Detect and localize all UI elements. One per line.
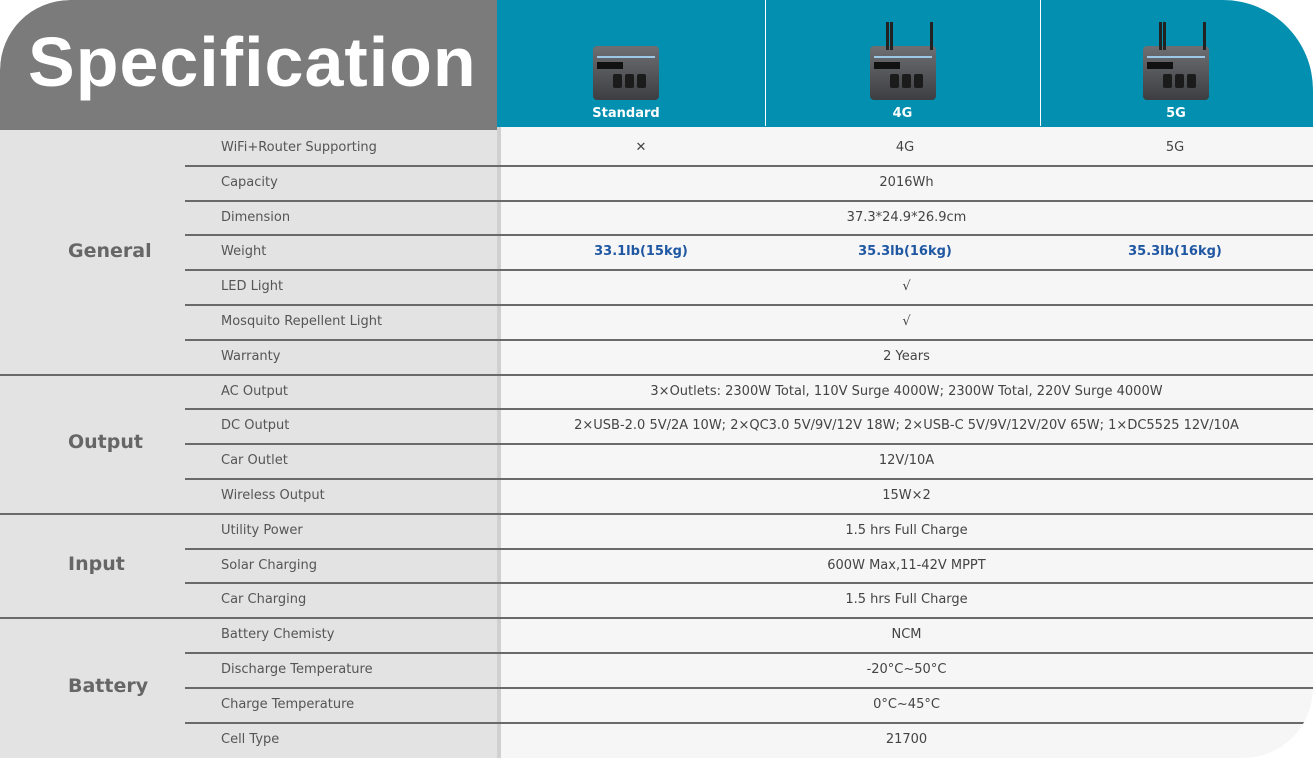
spec-row: LED Light √ bbox=[0, 270, 1313, 305]
spec-row: DC Output 2×USB-2.0 5V/2A 10W; 2×QC3.0 5V… bbox=[0, 409, 1313, 444]
section-battery: Battery bbox=[68, 674, 149, 697]
spec-value: 35.3lb(16kg) bbox=[858, 244, 952, 260]
spec-label: Solar Charging bbox=[221, 557, 318, 573]
spec-label: Discharge Temperature bbox=[221, 662, 373, 677]
model-standard: Standard bbox=[500, 0, 752, 127]
row-divider bbox=[185, 478, 1313, 480]
spec-row: Cell Type 21700 bbox=[0, 723, 1313, 758]
model-name: 4G bbox=[892, 106, 913, 121]
header-divider bbox=[1040, 0, 1041, 126]
spec-row: Warranty 2 Years bbox=[0, 340, 1313, 375]
model-name: 5G bbox=[1166, 106, 1186, 121]
power-station-image bbox=[869, 22, 936, 100]
spec-value: 600W Max,11-42V MPPT bbox=[827, 557, 986, 573]
spec-label: Warranty bbox=[221, 348, 281, 364]
row-divider bbox=[185, 443, 1313, 446]
spec-label: Dimension bbox=[221, 209, 291, 225]
spec-label: Capacity bbox=[221, 174, 278, 190]
page-title: Specification bbox=[28, 23, 477, 101]
spec-row: Car Outlet 12V/10A bbox=[0, 444, 1313, 479]
spec-label: LED Light bbox=[221, 279, 284, 295]
spec-value: 12V/10A bbox=[878, 453, 935, 469]
spec-value: 2 Years bbox=[883, 348, 930, 364]
spec-label: AC Output bbox=[221, 383, 289, 399]
spec-value: 35.3lb(16kg) bbox=[1128, 244, 1222, 260]
spec-row: Car Charging 1.5 hrs Full Charge bbox=[0, 583, 1313, 618]
spec-row: Battery Chemisty NCM bbox=[0, 618, 1313, 653]
row-divider bbox=[185, 547, 1313, 550]
spec-value: 33.1lb(15kg) bbox=[594, 244, 688, 260]
spec-value: 37.3*24.9*26.9cm bbox=[846, 209, 967, 225]
spec-value: 5G bbox=[1165, 140, 1185, 155]
model-name: Standard bbox=[592, 106, 660, 121]
spec-row: AC Output 3×Outlets: 2300W Total, 110V Su… bbox=[0, 375, 1313, 410]
spec-label: DC Output bbox=[221, 418, 290, 434]
spec-label: Car Charging bbox=[221, 592, 307, 608]
spec-value: 15W×2 bbox=[882, 488, 931, 503]
spec-row: Dimension 37.3*24.9*26.9cm bbox=[0, 201, 1313, 236]
spec-label: Wireless Output bbox=[221, 488, 325, 503]
spec-row: Weight 33.1lb(15kg) 35.3lb(16kg) 35.3lb(16k… bbox=[0, 235, 1313, 270]
model-4g: 4G bbox=[767, 0, 1038, 127]
header-divider bbox=[765, 0, 766, 126]
section-general: General bbox=[68, 239, 152, 262]
spec-row: Mosquito Repellent Light √ bbox=[0, 305, 1313, 340]
spec-value: 2×USB-2.0 5V/2A 10W; 2×QC3.0 5V/9V/12V 1… bbox=[574, 418, 1239, 434]
spec-label: Charge Temperature bbox=[221, 696, 355, 712]
power-station-image bbox=[1143, 22, 1209, 100]
section-output: Output bbox=[68, 431, 143, 454]
spec-row: Charge Temperature 0°C~45°C bbox=[0, 688, 1313, 723]
row-divider bbox=[185, 199, 1313, 202]
spec-label: Car Outlet bbox=[221, 453, 288, 469]
spec-value: 1.5 hrs Full Charge bbox=[845, 592, 968, 608]
model-5g: 5G bbox=[1042, 0, 1310, 127]
power-station-image bbox=[593, 38, 659, 100]
spec-value: ✕ bbox=[635, 140, 647, 155]
spec-label: Utility Power bbox=[221, 522, 303, 538]
spec-value: NCM bbox=[891, 627, 922, 643]
row-divider bbox=[185, 582, 1313, 585]
spec-row: Discharge Temperature -20°C~50°C bbox=[0, 653, 1313, 688]
spec-value: 1.5 hrs Full Charge bbox=[845, 522, 968, 538]
row-divider bbox=[185, 234, 1313, 237]
row-divider bbox=[185, 721, 1313, 724]
spec-row: Solar Charging 600W Max,11-42V MPPT bbox=[0, 549, 1313, 584]
title-header: Specification bbox=[0, 0, 497, 130]
spec-value: 21700 bbox=[885, 731, 928, 747]
spec-value: 0°C~45°C bbox=[873, 696, 940, 712]
spec-value: 2016Wh bbox=[879, 174, 934, 190]
model-header: Standard 4G 5G bbox=[497, 0, 1313, 127]
column-divider bbox=[497, 127, 501, 758]
spec-row: WiFi+Router Supporting ✕ 4G 5G bbox=[0, 131, 1313, 166]
row-divider bbox=[185, 652, 1313, 654]
row-divider bbox=[185, 338, 1313, 341]
row-divider bbox=[185, 304, 1313, 306]
row-divider bbox=[185, 164, 1313, 167]
section-input: Input bbox=[68, 553, 125, 575]
spec-row: Wireless Output 15W×2 bbox=[0, 479, 1313, 514]
spec-label: Mosquito Repellent Light bbox=[221, 314, 383, 329]
spec-value: √ bbox=[902, 314, 911, 329]
spec-label: Cell Type bbox=[221, 731, 280, 747]
row-divider bbox=[185, 686, 1313, 689]
spec-label: Weight bbox=[221, 244, 267, 260]
spec-row: Utility Power 1.5 hrs Full Charge bbox=[0, 514, 1313, 549]
spec-label: Battery Chemisty bbox=[221, 627, 335, 643]
spec-value: -20°C~50°C bbox=[866, 662, 947, 677]
spec-row: Capacity 2016Wh bbox=[0, 166, 1313, 201]
spec-label: WiFi+Router Supporting bbox=[221, 140, 377, 155]
spec-value: 3×Outlets: 2300W Total, 110V Surge 4000W… bbox=[650, 383, 1163, 399]
section-divider bbox=[0, 373, 1313, 376]
spec-value: √ bbox=[902, 279, 911, 295]
row-divider bbox=[185, 408, 1313, 411]
row-divider bbox=[185, 269, 1313, 272]
spec-value: 4G bbox=[895, 140, 915, 155]
section-divider bbox=[0, 617, 1313, 620]
section-divider bbox=[0, 512, 1313, 515]
